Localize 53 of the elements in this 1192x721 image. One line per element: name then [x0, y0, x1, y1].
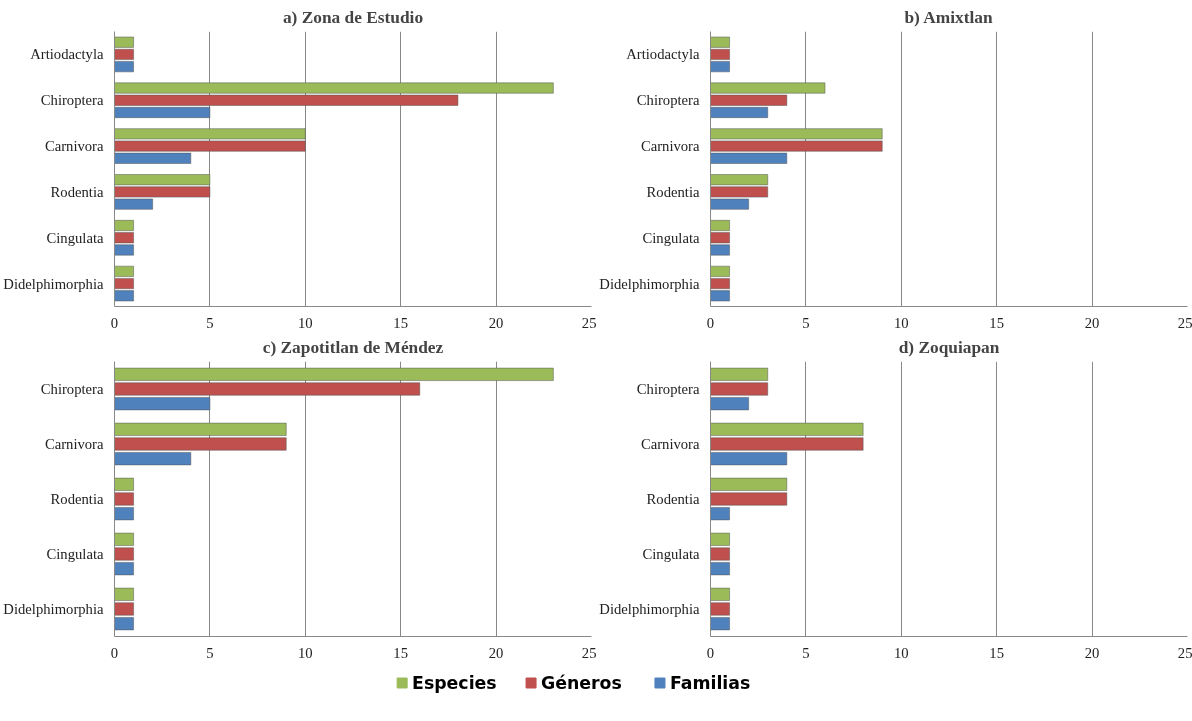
y-tick-label: Rodentia	[50, 183, 104, 200]
y-tick-label: Didelphimorphia	[599, 275, 700, 292]
y-tick-label: Cingulata	[642, 229, 700, 246]
x-tick-label: 25	[1177, 314, 1192, 331]
x-tick-label: 25	[581, 314, 597, 331]
x-tick-label: 15	[393, 644, 409, 661]
x-tick-label: 15	[393, 314, 409, 331]
x-tick-label: 5	[802, 314, 810, 331]
chart-title: b) Amixtlan	[904, 7, 993, 27]
x-tick-label: 20	[488, 644, 504, 661]
y-tick-label: Rodentia	[646, 183, 700, 200]
y-tick-label: Carnivora	[44, 138, 104, 155]
y-tick-label: Carnivora	[640, 436, 700, 452]
y-tick-label: Chiroptera	[636, 381, 700, 397]
x-tick-label: 10	[893, 644, 909, 661]
legend-label: Especies	[412, 673, 497, 693]
x-tick-label: 25	[581, 644, 597, 661]
chart-title: a) Zona de Estudio	[282, 7, 424, 27]
x-tick-label: 5	[206, 314, 214, 331]
y-tick-label: Didelphimorphia	[3, 275, 104, 292]
y-tick-label: Carnivora	[640, 138, 700, 155]
x-tick-label: 5	[206, 644, 214, 661]
x-tick-label: 15	[989, 644, 1005, 661]
x-tick-label: 20	[488, 314, 504, 331]
y-tick-label: Artiodactyla	[626, 46, 700, 63]
x-tick-label: 0	[110, 644, 119, 661]
y-tick-label: Chiroptera	[636, 92, 700, 109]
y-tick-label: Rodentia	[50, 491, 104, 507]
chart-title: c) Zapotitlan de Méndez	[262, 337, 444, 357]
x-tick-label: 25	[1177, 644, 1192, 661]
y-tick-label: Carnivora	[44, 436, 104, 452]
x-tick-label: 10	[893, 314, 909, 331]
legend-label: Familias	[669, 673, 751, 693]
x-tick-label: 15	[989, 314, 1005, 331]
y-tick-label: Chiroptera	[40, 381, 104, 397]
x-tick-label: 10	[297, 644, 313, 661]
x-tick-label: 20	[1084, 314, 1100, 331]
x-tick-label: 0	[110, 314, 119, 331]
x-tick-label: 20	[1084, 644, 1100, 661]
y-tick-label: Cingulata	[46, 546, 104, 562]
y-tick-label: Chiroptera	[40, 92, 104, 109]
y-tick-label: Rodentia	[646, 491, 700, 507]
y-tick-label: Cingulata	[642, 546, 700, 562]
y-tick-label: Artiodactyla	[30, 46, 104, 63]
legend-label: Géneros	[540, 673, 622, 693]
y-tick-label: Didelphimorphia	[3, 601, 104, 617]
x-tick-label: 0	[706, 644, 715, 661]
y-tick-label: Didelphimorphia	[599, 601, 700, 617]
x-tick-label: 10	[297, 314, 313, 331]
y-tick-label: Cingulata	[46, 229, 104, 246]
x-tick-label: 0	[706, 314, 715, 331]
x-tick-label: 5	[802, 644, 810, 661]
chart-title: d) Zoquiapan	[898, 337, 1000, 357]
